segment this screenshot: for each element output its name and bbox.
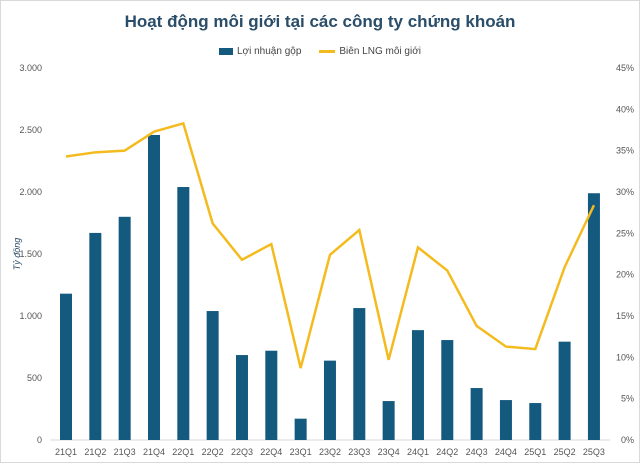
bar-23Q4 [382,401,395,440]
bar-25Q3 [587,193,600,440]
bar-24Q1 [411,330,424,440]
x-tick-label: 21Q4 [143,447,165,457]
y-tick-label: 0 [37,435,42,445]
x-tick-label: 23Q4 [378,447,400,457]
y2-tick-label: 5% [621,394,634,404]
x-tick-label: 24Q3 [466,447,488,457]
x-tick-label: 21Q3 [114,447,136,457]
x-tick-label: 21Q2 [84,447,106,457]
line-series-margin [65,121,596,369]
bar-22Q1 [177,187,190,440]
legend-label: Biên LNG môi giới [339,46,421,57]
chart-title: Hoạt động môi giới tại các công ty chứng… [124,12,516,31]
y-tick-label: 1.000 [19,311,42,321]
x-tick-label: 22Q3 [231,447,253,457]
bar-21Q2 [89,232,102,440]
y-tick-label: 500 [27,373,42,383]
y2-tick-label: 20% [616,270,634,280]
bar-22Q2 [206,311,219,440]
x-tick-label: 24Q4 [495,447,517,457]
x-tick-label: 23Q3 [348,447,370,457]
x-tick-label: 21Q1 [55,447,77,457]
bar-25Q1 [529,403,542,440]
legend: Lợi nhuận gộp Biên LNG môi giới [0,46,640,57]
bar-24Q3 [470,388,483,440]
legend-label: Lợi nhuận gộp [237,46,302,57]
x-tick-label: 24Q2 [436,447,458,457]
x-tick-label: 22Q2 [202,447,224,457]
bar-22Q3 [235,355,248,440]
y-axis-label: Tỷ đồng [12,238,22,271]
legend-item-bar: Lợi nhuận gộp [219,46,301,57]
bar-24Q4 [499,400,512,440]
bar-23Q2 [323,360,336,440]
y-tick-label: 3.000 [19,63,42,73]
bar-21Q1 [60,293,72,440]
bar-23Q1 [294,418,307,440]
y2-tick-label: 30% [616,187,634,197]
y2-tick-label: 10% [616,352,634,362]
bar-22Q4 [265,350,278,440]
bar-21Q4 [147,134,160,440]
y2-tick-label: 25% [616,228,634,238]
x-tick-label: 25Q3 [583,447,605,457]
x-tick-label: 23Q1 [290,447,312,457]
legend-swatch-bar [219,48,233,55]
bar-24Q2 [441,340,454,440]
y2-tick-label: 35% [616,146,634,156]
bar-21Q3 [118,216,131,440]
y2-tick-label: 0% [621,435,634,445]
y-tick-label: 2.000 [19,187,42,197]
y2-tick-label: 45% [616,63,634,73]
x-tick-label: 23Q2 [319,447,341,457]
x-tick-label: 24Q1 [407,447,429,457]
bar-23Q3 [353,308,366,440]
x-tick-label: 22Q1 [172,447,194,457]
x-tick-label: 25Q1 [524,447,546,457]
legend-item-line: Biên LNG môi giới [319,46,421,57]
y-tick-label: 1.500 [19,249,42,259]
legend-swatch-line [319,50,336,53]
y2-tick-label: 40% [616,104,634,114]
bar-25Q2 [558,341,571,440]
y-tick-label: 2.500 [19,125,42,135]
y2-tick-label: 15% [616,311,634,321]
x-tick-label: 25Q2 [554,447,576,457]
x-tick-label: 22Q4 [260,447,282,457]
